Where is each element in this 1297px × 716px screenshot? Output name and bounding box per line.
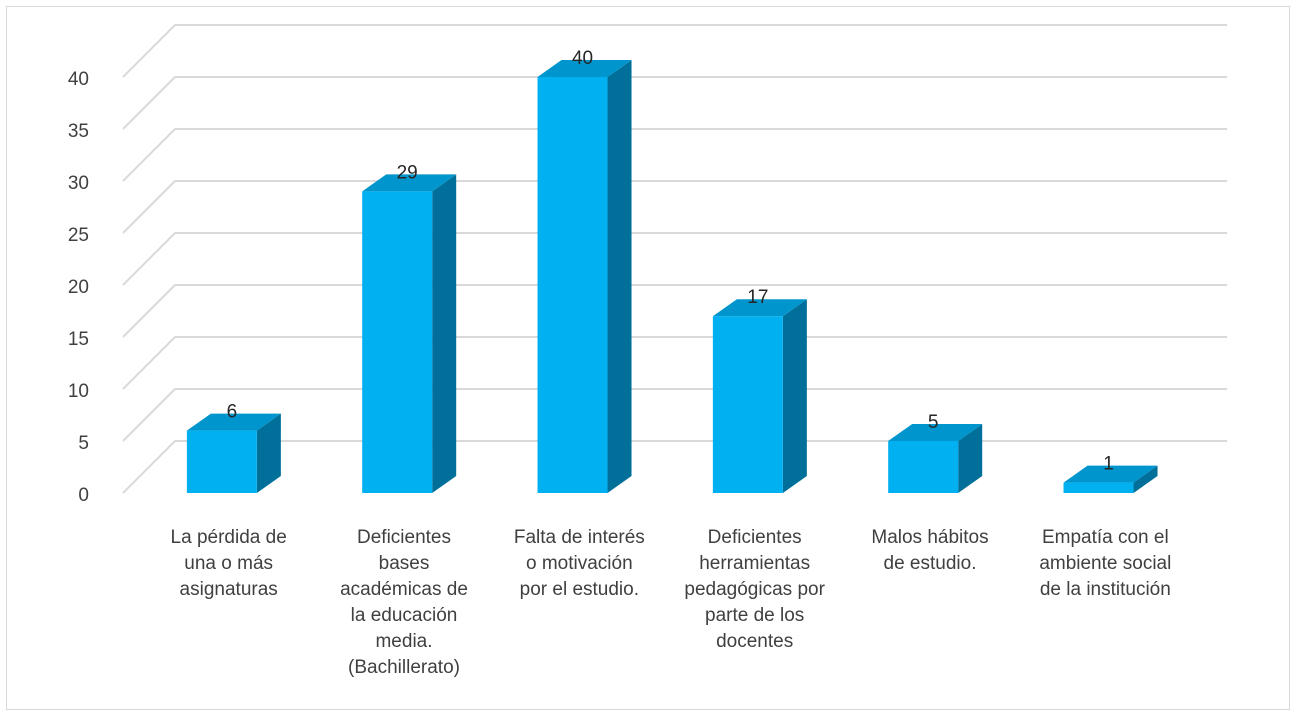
bar [362,174,457,493]
bar-side-face [1133,465,1158,493]
x-category-label-line: Deficientes [357,527,451,548]
gridline [122,284,1227,338]
x-category-label: Falta de interés o motivación por el estud… [514,527,645,600]
gridlines [122,24,1227,494]
gridline [122,388,1227,442]
x-category-label-line: (Bachillerato) [348,657,460,678]
data-label: 40 [572,48,593,69]
y-tick-label: 15 [68,329,89,350]
data-label: 17 [747,287,768,308]
bar-top-face [537,60,632,77]
y-tick-label: 40 [68,69,89,90]
x-category-label: Deficientes herramientas pedagógicas por pa… [684,527,825,652]
x-category-label-line: La pérdida de [171,527,287,548]
bar-top-face [1063,465,1158,483]
x-category-label-line: media. [375,631,432,652]
y-tick-label: 5 [78,433,89,454]
bar-side-face [432,174,457,493]
bar-top-face [186,413,281,431]
x-category-label: Malos hábitos de estudio. [871,527,988,574]
gridline [122,440,1227,494]
x-category-label: La pérdida de una o más asignaturas [171,527,287,600]
x-category-label-line: por el estudio. [520,579,639,600]
chart-frame: 0 5 10 15 20 25 30 35 40 6 29 40 17 5 1 La pérdida de… [6,6,1290,710]
bar-front-face [186,430,257,493]
y-axis-ticks: 0 5 10 15 20 25 30 35 40 [68,69,89,506]
gridline [122,232,1227,286]
bars [186,60,1158,493]
x-category-label-line: parte de los [705,605,804,626]
data-label: 1 [1103,454,1114,475]
y-tick-label: 30 [68,173,89,194]
x-category-label: Deficientes bases académicas de la educació… [340,527,468,678]
bar-top-face [712,299,807,317]
data-label: 6 [227,402,238,423]
x-category-label-line: ambiente social [1039,553,1171,574]
y-tick-label: 35 [68,121,89,142]
y-tick-label: 20 [68,277,89,298]
gridline [122,128,1227,182]
bar-side-face [958,424,983,493]
x-category-label-line: herramientas [699,553,810,574]
x-category-label-line: la educación [351,605,458,626]
x-category-label-line: bases [379,553,430,574]
bar-front-face [888,441,959,493]
x-category-label-line: pedagógicas por [684,579,825,600]
bar-side-face [607,60,632,493]
x-category-label-line: académicas de [340,579,468,600]
bar [888,424,983,493]
y-tick-label: 25 [68,225,89,246]
bar-front-face [537,77,608,493]
data-labels: 6 29 40 17 5 1 [227,48,1114,475]
x-category-label-line: Deficientes [708,527,802,548]
bar [1063,465,1158,493]
data-label: 29 [397,162,418,183]
bar-top-face [888,424,983,441]
x-category-label-line: una o más [184,553,273,574]
x-category-label-line: o motivación [526,553,633,574]
x-category-label-line: Empatía con el [1042,527,1169,548]
x-category-label-line: asignaturas [180,579,278,600]
gridline [122,336,1227,390]
gridline [122,76,1227,130]
x-axis-categories: La pérdida de una o más asignaturas Deficie… [171,527,1172,678]
data-label: 5 [928,412,939,433]
x-category-label-line: de la institución [1040,579,1171,600]
bar-side-face [782,299,807,493]
bar-top-face [362,174,457,192]
x-category-label: Empatía con el ambiente social de la insti… [1039,527,1171,600]
y-tick-label: 10 [68,381,89,402]
gridline [122,180,1227,234]
bar-front-face [1063,482,1134,493]
bar [712,299,807,493]
bar-chart: 0 5 10 15 20 25 30 35 40 6 29 40 17 5 1 La pérdida de… [68,24,1227,678]
x-category-label-line: de estudio. [884,553,977,574]
gridline [122,24,1227,78]
y-tick-label: 0 [78,485,89,506]
bar-side-face [256,413,281,493]
x-category-label-line: Falta de interés [514,527,645,548]
bar-front-face [362,191,433,493]
x-category-label-line: Malos hábitos [871,527,988,548]
bar [186,413,281,493]
x-category-label-line: docentes [716,631,793,652]
bar-front-face [712,316,783,493]
bar [537,60,632,493]
